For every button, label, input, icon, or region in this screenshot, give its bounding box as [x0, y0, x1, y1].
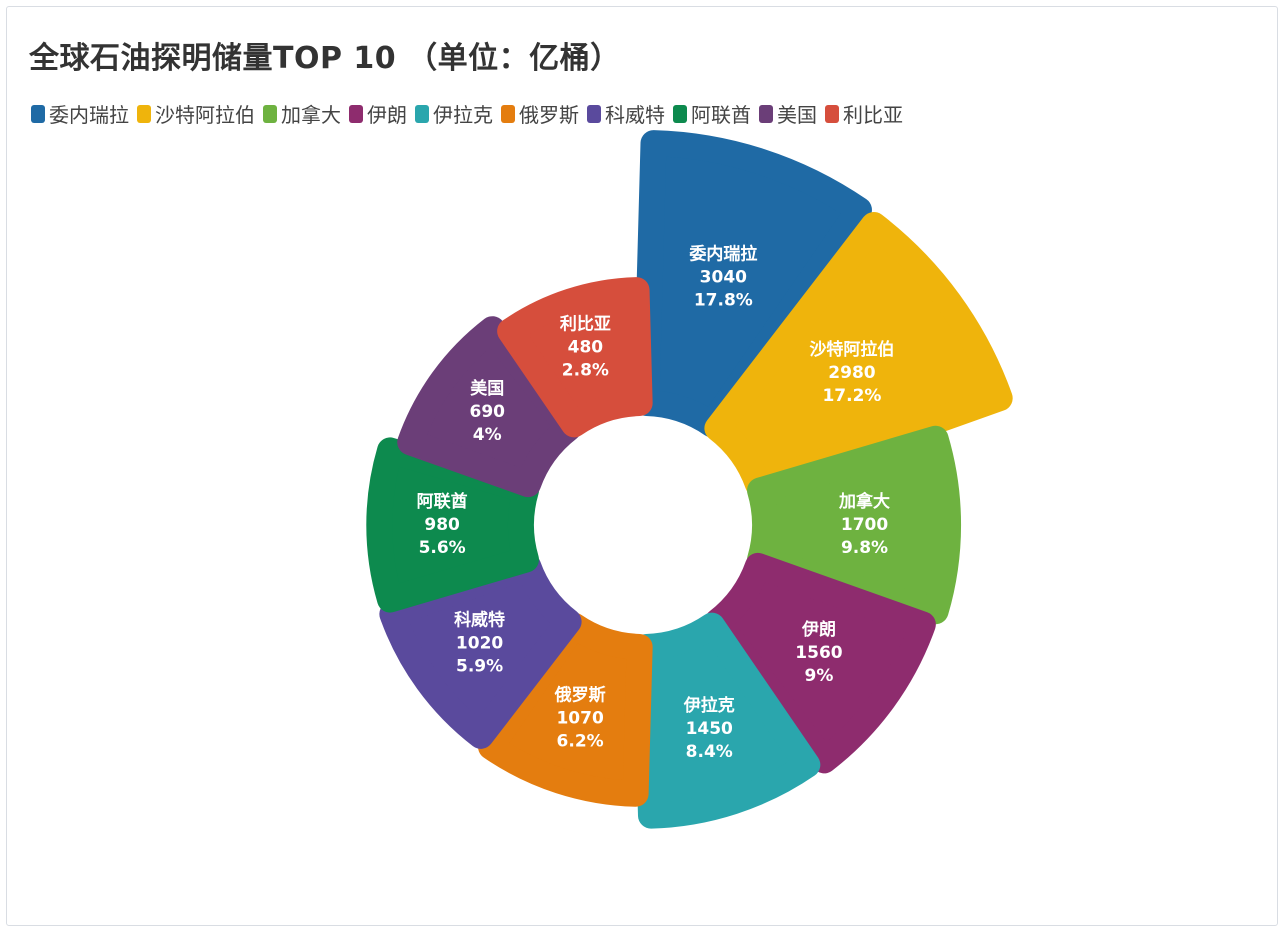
slice-name-label: 利比亚 [560, 314, 611, 335]
slice-percent-label: 9.8% [841, 538, 888, 558]
slice-name-label: 沙特阿拉伯 [809, 339, 894, 360]
legend-label: 沙特阿拉伯 [155, 103, 255, 127]
rose-slice[interactable] [379, 552, 582, 749]
legend-swatch [415, 104, 429, 123]
rose-slice[interactable] [704, 211, 1013, 498]
legend-item[interactable]: 伊拉克 [415, 99, 493, 128]
legend-swatch [673, 104, 687, 123]
legend-swatch [137, 104, 151, 123]
slice-value-label: 1020 [456, 634, 503, 654]
slice-value-label: 1700 [841, 515, 888, 535]
legend-item[interactable]: 委内瑞拉 [31, 99, 129, 128]
legend-item[interactable]: 沙特阿拉伯 [137, 99, 255, 128]
slice-name-label: 美国 [470, 378, 504, 399]
rose-slice[interactable] [633, 130, 872, 438]
slice-value-label: 1560 [795, 643, 842, 663]
legend-item[interactable]: 伊朗 [349, 99, 407, 128]
slice-percent-label: 5.6% [419, 538, 466, 558]
slice-name-label: 俄罗斯 [554, 684, 606, 705]
slice-name-label: 加拿大 [838, 491, 890, 512]
slice-percent-label: 8.4% [686, 742, 733, 762]
legend-item[interactable]: 加拿大 [263, 99, 341, 128]
legend-label: 伊朗 [367, 103, 407, 127]
legend-swatch [587, 104, 601, 123]
rose-slice[interactable] [633, 612, 821, 829]
slice-percent-label: 9% [805, 666, 834, 686]
legend-swatch [349, 104, 363, 123]
slice-percent-label: 17.8% [694, 291, 753, 311]
legend-swatch [501, 104, 515, 123]
legend-label: 伊拉克 [433, 103, 493, 127]
legend-label: 科威特 [605, 103, 665, 127]
slice-value-label: 2980 [828, 363, 875, 383]
legend-label: 美国 [777, 103, 817, 127]
slice-percent-label: 6.2% [557, 731, 604, 751]
slice-percent-label: 4% [473, 425, 502, 445]
legend-label: 委内瑞拉 [49, 103, 129, 127]
slice-value-label: 1070 [556, 708, 603, 728]
legend: 委内瑞拉 沙特阿拉伯 加拿大 伊朗 伊拉克 俄罗斯 科威特 阿联酋 美国 利比亚 [31, 99, 911, 128]
slice-name-label: 伊朗 [801, 619, 836, 640]
legend-item[interactable]: 利比亚 [825, 99, 903, 128]
legend-label: 利比亚 [843, 103, 903, 127]
slice-percent-label: 5.9% [456, 657, 503, 677]
slice-name-label: 阿联酋 [417, 491, 468, 512]
legend-item[interactable]: 俄罗斯 [501, 99, 579, 128]
slice-percent-label: 2.8% [562, 361, 609, 381]
rose-slice[interactable] [704, 552, 936, 774]
rose-slice[interactable] [366, 437, 539, 613]
chart-title: 全球石油探明储量TOP 10 （单位：亿桶） [29, 41, 621, 76]
slice-percent-label: 17.2% [822, 386, 881, 406]
legend-swatch [759, 104, 773, 123]
slice-name-label: 科威特 [454, 610, 505, 631]
slice-value-label: 980 [424, 515, 460, 535]
legend-swatch [31, 104, 45, 123]
rose-slice[interactable] [497, 277, 653, 438]
legend-swatch [825, 104, 839, 123]
slice-name-label: 委内瑞拉 [688, 244, 757, 265]
rose-slice[interactable] [747, 425, 961, 625]
legend-label: 加拿大 [281, 103, 341, 127]
legend-item[interactable]: 阿联酋 [673, 99, 751, 128]
slice-value-label: 690 [469, 402, 505, 422]
legend-label: 俄罗斯 [519, 103, 579, 127]
legend-item[interactable]: 科威特 [587, 99, 665, 128]
legend-label: 阿联酋 [691, 103, 751, 127]
legend-swatch [263, 104, 277, 123]
rose-slice[interactable] [397, 316, 582, 498]
rose-slice[interactable] [477, 612, 653, 807]
slice-value-label: 3040 [700, 268, 747, 288]
slice-value-label: 480 [568, 338, 604, 358]
slice-value-label: 1450 [686, 719, 733, 739]
slice-name-label: 伊拉克 [683, 695, 735, 716]
legend-item[interactable]: 美国 [759, 99, 817, 128]
